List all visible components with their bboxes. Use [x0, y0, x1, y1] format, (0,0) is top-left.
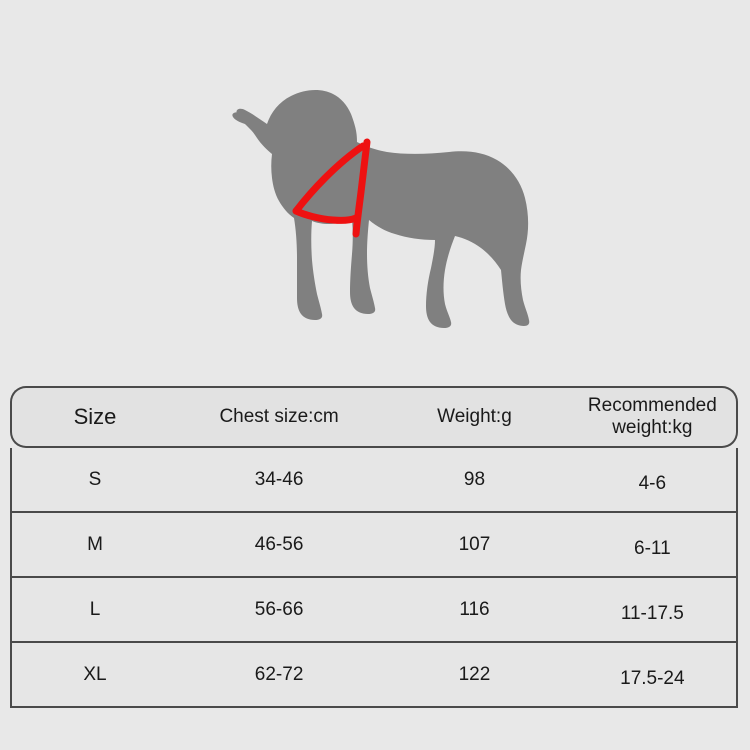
table-row: S 34-46 98 4-6 [10, 448, 738, 513]
table-row: M 46-56 107 6-11 [10, 513, 738, 578]
harness-chest-connector [292, 207, 360, 224]
cell-recommended-weight: 11-17.5 [568, 578, 738, 643]
cell-size: S [10, 448, 178, 513]
cell-recommended-weight: 4-6 [568, 448, 738, 513]
cell-weight: 98 [380, 448, 569, 513]
cell-weight: 122 [380, 643, 569, 708]
dog-harness-illustration [0, 0, 750, 370]
cell-weight: 116 [380, 578, 569, 643]
cell-chest-size: 46-56 [177, 513, 381, 578]
cell-chest-size: 62-72 [177, 643, 381, 708]
cell-chest-size: 34-46 [177, 448, 381, 513]
dog-muzzle-shape [232, 112, 263, 128]
table-header-row: Size Chest size:cm Weight:g Recommended w… [10, 386, 738, 448]
cell-recommended-weight: 17.5-24 [568, 643, 738, 708]
table-row: XL 62-72 122 17.5-24 [10, 643, 738, 708]
cell-chest-size: 56-66 [177, 578, 381, 643]
cell-weight: 107 [380, 513, 569, 578]
column-header-size: Size [10, 386, 178, 448]
harness-shoulder-strap [292, 142, 367, 215]
cell-size: L [10, 578, 178, 643]
dog-silhouette-icon [232, 90, 530, 328]
cell-size: M [10, 513, 178, 578]
table-header: Size Chest size:cm Weight:g Recommended w… [10, 386, 738, 448]
size-chart-table: Size Chest size:cm Weight:g Recommended w… [10, 386, 738, 708]
column-header-recommended-weight: Recommended weight:kg [568, 386, 738, 448]
dog-body-shape [236, 90, 530, 328]
column-header-weight: Weight:g [380, 386, 569, 448]
cell-size: XL [10, 643, 178, 708]
harness-girth-strap [352, 138, 371, 238]
column-header-recommended-weight-line1: Recommended [587, 394, 717, 416]
cell-recommended-weight: 6-11 [568, 513, 738, 578]
table-row: L 56-66 116 11-17.5 [10, 578, 738, 643]
column-header-recommended-weight-line2: weight:kg [612, 417, 693, 438]
table-body: S 34-46 98 4-6 M 46-56 107 6-11 L 56-66 … [10, 448, 738, 708]
column-header-chest-size: Chest size:cm [177, 386, 381, 448]
